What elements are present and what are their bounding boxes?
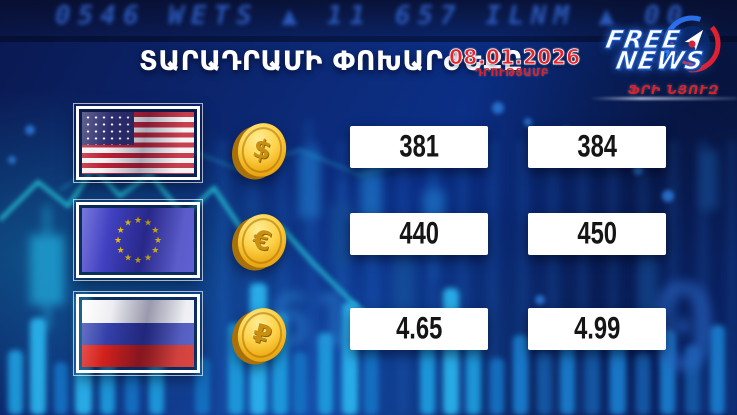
- date-caption: ԴՐՈՒԹՅԱՄԲ: [475, 67, 549, 79]
- svg-text:★: ★: [114, 236, 122, 246]
- logo-globe-icon: [663, 15, 721, 73]
- usd-left-value-box: 381: [350, 126, 488, 168]
- eu-flag: ★★★ ★★★ ★★★ ★★★: [73, 199, 203, 281]
- logo-line-news: NEWS: [613, 45, 707, 75]
- usd-right-value-box: 384: [528, 126, 666, 168]
- svg-text:★: ★: [154, 236, 162, 246]
- logo-subtitle: ՖՐԻ ՆՅՈՒԶ: [628, 82, 720, 97]
- logo-streak: [590, 97, 737, 100]
- rate-value: 381: [399, 129, 439, 164]
- svg-text:★: ★: [151, 246, 159, 256]
- dollar-sign: $: [249, 133, 275, 167]
- svg-text:★: ★: [134, 216, 142, 226]
- ruble-sign: ₽: [249, 318, 275, 352]
- date-value: 08.01.2026: [449, 45, 581, 70]
- eur-right-value-box: 450: [528, 213, 666, 255]
- rate-value: 450: [577, 216, 617, 251]
- svg-text:★: ★: [144, 253, 152, 263]
- rub-left-value-box: 4.65: [350, 308, 488, 350]
- rate-value: 4.99: [573, 311, 621, 346]
- usd-coin-icon: $: [232, 117, 292, 183]
- page-title: ՏԱՐԱԴՐԱՄԻ ՓՈԽԱՐԺԵՔԸ: [139, 46, 523, 77]
- rub-right-value-box: 4.99: [528, 308, 666, 350]
- svg-text:★: ★: [151, 226, 159, 236]
- svg-text:★: ★: [144, 219, 152, 229]
- rate-value: 384: [577, 129, 617, 164]
- svg-text:★: ★: [124, 253, 132, 263]
- svg-text:★: ★: [124, 219, 132, 229]
- us-flag: [73, 103, 203, 183]
- us-flag-canton: [82, 112, 134, 146]
- freenews-logo: FREE NEWS ՖՐԻ ՆՅՈՒԶ: [596, 10, 732, 97]
- rate-value: 4.65: [395, 311, 443, 346]
- svg-text:★: ★: [117, 246, 125, 256]
- rate-value: 440: [399, 216, 439, 251]
- svg-text:★: ★: [117, 226, 125, 236]
- euro-sign: €: [249, 224, 275, 258]
- eur-left-value-box: 440: [350, 213, 488, 255]
- rub-coin-icon: ₽: [232, 302, 292, 368]
- ru-flag: [73, 291, 203, 376]
- logo-wordmark: FREE NEWS: [600, 25, 709, 76]
- svg-text:★: ★: [134, 256, 142, 266]
- ticker-band: 0546 WETS ▲ 11 657 ILNM ▲ 00: [0, 0, 737, 42]
- stock-ticker-text: 0546 WETS ▲ 11 657 ILNM ▲ 00: [55, 1, 690, 31]
- date-block: 08.01.2026 ԴՐՈՒԹՅԱՄԲ: [449, 45, 581, 79]
- eu-flag-stars: ★★★ ★★★ ★★★ ★★★: [114, 216, 162, 266]
- eur-coin-icon: €: [232, 208, 292, 274]
